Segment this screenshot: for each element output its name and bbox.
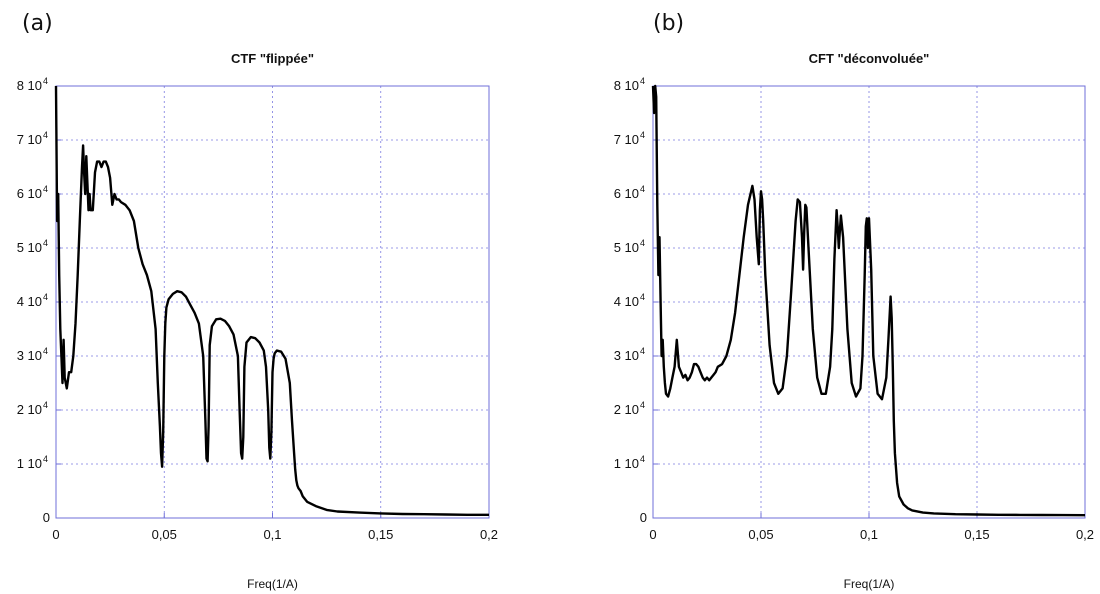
y-tick-exponent: 4 — [43, 400, 48, 410]
y-tick-label: 2 10 — [17, 402, 42, 417]
chart-title: CTF "flippée" — [231, 51, 314, 66]
y-tick-exponent: 4 — [640, 346, 645, 356]
y-tick-exponent: 4 — [43, 184, 48, 194]
y-tick-label: 8 10 — [17, 78, 42, 93]
x-tick-label: 0 — [52, 527, 59, 542]
y-tick-label: 3 10 — [614, 348, 639, 363]
y-tick-label: 3 10 — [17, 348, 42, 363]
x-tick-label: 0,2 — [1076, 527, 1094, 542]
y-tick-exponent: 4 — [43, 76, 48, 86]
y-tick-exponent: 4 — [640, 400, 645, 410]
x-tick-label: 0,1 — [263, 527, 281, 542]
y-tick-exponent: 4 — [43, 292, 48, 302]
panel-label: (a) — [22, 11, 53, 36]
y-tick-label: 0 — [640, 510, 647, 525]
y-tick-exponent: 4 — [43, 346, 48, 356]
x-tick-label: 0,15 — [964, 527, 989, 542]
y-tick-label: 1 10 — [614, 456, 639, 471]
y-tick-exponent: 4 — [640, 292, 645, 302]
x-tick-label: 0,15 — [368, 527, 393, 542]
y-tick-label: 6 10 — [17, 186, 42, 201]
x-tick-label: 0,1 — [860, 527, 878, 542]
chart-panel-b: (b) CFT "déconvoluée" 0 0,05 0,1 0,15 0,2 0 1 10… — [614, 11, 1094, 591]
y-tick-label: 7 10 — [17, 132, 42, 147]
y-tick-exponent: 4 — [640, 238, 645, 248]
y-tick-label: 1 10 — [17, 456, 42, 471]
x-tick-label: 0,2 — [480, 527, 498, 542]
y-tick-exponent: 4 — [43, 454, 48, 464]
y-tick-label: 5 10 — [17, 240, 42, 255]
panel-label: (b) — [653, 11, 684, 36]
x-tick-label: 0,05 — [748, 527, 773, 542]
y-tick-label: 4 10 — [17, 294, 42, 309]
chart-panel-a: (a)CTF "flippée"0 0,05 0,1 0,15 0,201 10 42 1… — [17, 11, 498, 591]
y-tick-exponent: 4 — [640, 184, 645, 194]
y-tick-exponent: 4 — [43, 130, 48, 140]
x-axis-label: Freq(1/A) — [247, 577, 298, 591]
y-tick-label: 2 10 — [614, 402, 639, 417]
series-line — [54, 85, 489, 516]
y-tick-label: 8 10 — [614, 78, 639, 93]
y-tick-exponent: 4 — [640, 130, 645, 140]
y-tick-exponent: 4 — [640, 454, 645, 464]
y-tick-exponent: 4 — [43, 238, 48, 248]
y-tick-exponent: 4 — [640, 76, 645, 86]
y-tick-label: 5 10 — [614, 240, 639, 255]
y-tick-label: 7 10 — [614, 132, 639, 147]
x-axis-label: Freq(1/A) — [844, 577, 895, 591]
chart-title: CFT "déconvoluée" — [809, 51, 930, 66]
y-tick-label: 4 10 — [614, 294, 639, 309]
x-tick-label: 0 — [649, 527, 656, 542]
y-tick-label: 0 — [43, 510, 50, 525]
y-tick-label: 6 10 — [614, 186, 639, 201]
x-tick-label: 0,05 — [152, 527, 177, 542]
series-line — [651, 84, 1086, 517]
